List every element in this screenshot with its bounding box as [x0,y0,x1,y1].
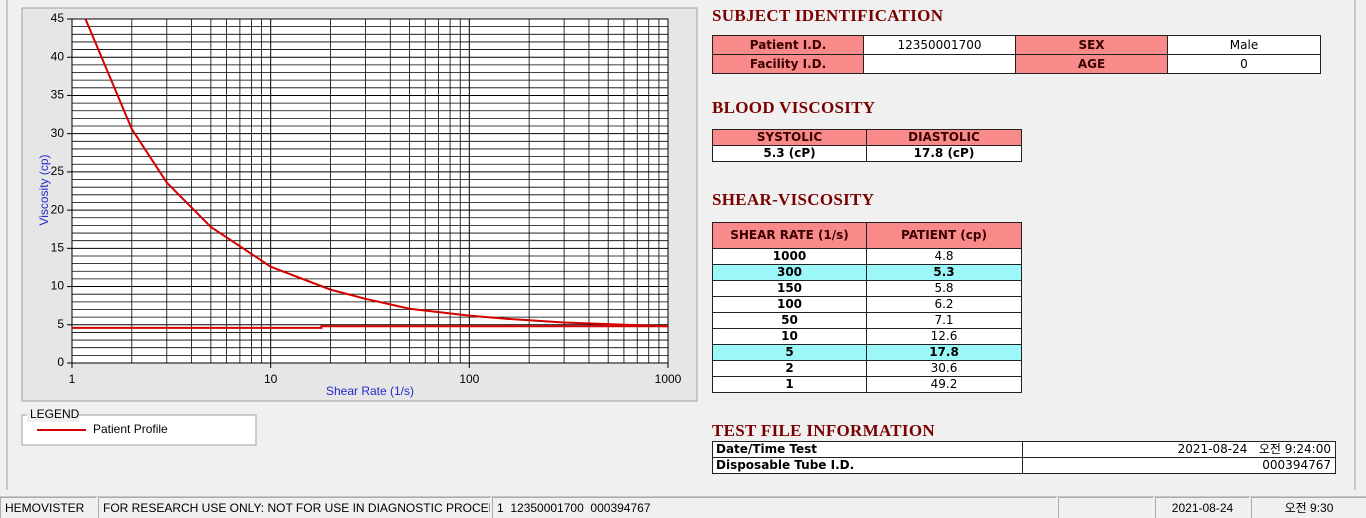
value-cell [863,54,1016,74]
patient-cell: 17.8 [866,344,1022,361]
rate-cell: 5 [712,344,867,361]
status-segment: 1 12350001700 000394767 [492,497,1056,518]
section-title: SHEAR-VISCOSITY [712,190,875,209]
rate-cell: 2 [712,360,867,377]
legend-title-bg [27,408,79,422]
y-tick-label: 40 [51,49,65,63]
y-tick-label: 15 [51,241,65,255]
header-cell: SHEAR RATE (1/s) [712,222,867,249]
section-title: SUBJECT IDENTIFICATION [712,6,944,25]
y-tick-label: 10 [51,279,65,293]
data-line [72,325,668,329]
y-tick-label: 20 [51,202,65,216]
rate-cell: 300 [712,264,867,281]
patient-cell: 30.6 [866,360,1022,377]
y-tick-label: 5 [57,317,64,331]
data-line [84,19,668,328]
y-tick-label: 0 [57,355,64,369]
chart: 0 5 10 15 20 25 30 35 40 45 1 10 100 1000 Shear Rate (… [21,7,698,446]
legend-title: LEGEND [30,407,80,421]
x-tick-label: 10 [264,372,278,386]
rate-cell: 50 [712,312,867,329]
status-segment: 오전 9:30 [1251,497,1366,518]
patient-cell: 6.2 [866,296,1022,313]
value-cell: 000394767 [1022,457,1336,474]
y-tick-label: 30 [51,126,65,140]
section-title: BLOOD VISCOSITY [712,98,876,117]
label-cell: Date/Time Test [712,441,1023,458]
value-cell: 12350001700 [863,35,1016,55]
y-tick-label: 25 [51,164,65,178]
rate-cell: 1000 [712,248,867,265]
patient-cell: 5.3 [866,264,1022,281]
status-segment: HEMOVISTER [0,497,96,518]
status-segment [1058,497,1153,518]
patient-cell: 4.8 [866,248,1022,265]
value-cell: 5.3 (cP) [712,145,867,162]
label-cell: SEX [1015,35,1168,55]
label-cell: Facility I.D. [712,54,864,74]
rate-cell: 1 [712,376,867,393]
y-tick-label: 45 [51,11,65,25]
x-tick-label: 100 [459,372,479,386]
status-segment: FOR RESEARCH USE ONLY: NOT FOR USE IN DI… [98,497,490,518]
header-cell: SYSTOLIC [712,129,867,146]
value-cell: 17.8 (cP) [866,145,1022,162]
patient-cell: 49.2 [866,376,1022,393]
label-cell: Disposable Tube I.D. [712,457,1023,474]
window-edge [1354,0,1356,490]
label-cell: AGE [1015,54,1168,74]
x-axis-label: Shear Rate (1/s) [326,384,414,398]
rate-cell: 10 [712,328,867,345]
patient-cell: 12.6 [866,328,1022,345]
rate-cell: 100 [712,296,867,313]
value-cell: 0 [1167,54,1321,74]
plot-area [71,18,669,364]
header-cell: PATIENT (cp) [866,222,1022,249]
legend-label: Patient Profile [93,422,168,436]
label-cell: Patient I.D. [712,35,864,55]
y-tick-label: 35 [51,88,65,102]
y-axis-label: Viscosity (cp) [37,154,51,225]
patient-cell: 5.8 [866,280,1022,297]
value-cell: 2021-08-24 오전 9:24:00 [1022,441,1336,458]
section-title: TEST FILE INFORMATION [712,421,935,440]
x-tick-label: 1 [69,372,76,386]
x-tick-label: 1000 [655,372,682,386]
patient-cell: 7.1 [866,312,1022,329]
value-cell: Male [1167,35,1321,55]
window-edge [6,0,8,490]
status-segment: 2021-08-24 [1155,497,1249,518]
rate-cell: 150 [712,280,867,297]
header-cell: DIASTOLIC [866,129,1022,146]
